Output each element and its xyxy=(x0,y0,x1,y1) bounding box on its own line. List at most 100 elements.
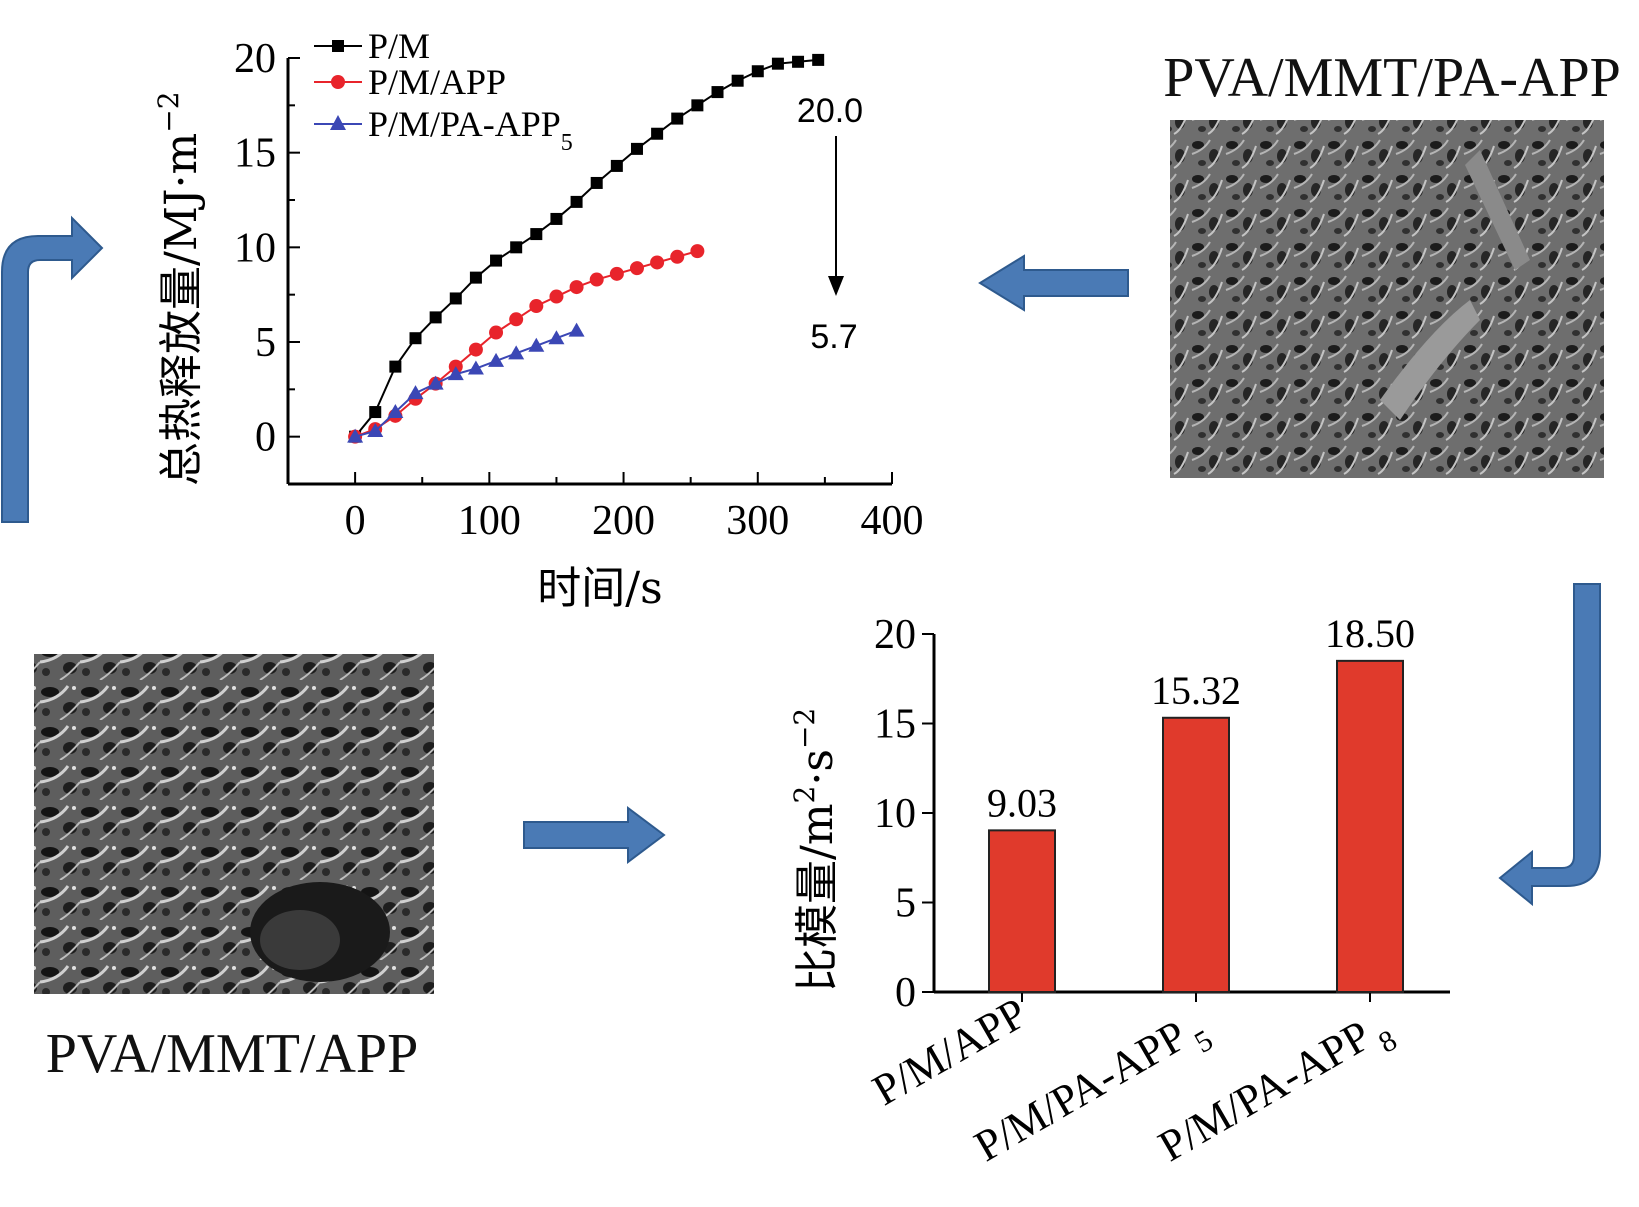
data-point-circle xyxy=(509,312,524,327)
data-point-square xyxy=(449,292,462,305)
legend-label-pm-pa-app5: P/M/PA-APP5 xyxy=(368,104,573,156)
bar-chart-ytick-label: 20 xyxy=(874,612,916,658)
annotation-value-top: 20.0 xyxy=(797,92,863,130)
bar-chart-category-labels: P/M/APP P/M/PA-APP5 P/M/PA-APP8 xyxy=(864,988,1402,1180)
data-point-circle xyxy=(589,272,604,287)
line-chart-ytick-label: 0 xyxy=(255,415,276,461)
line-chart-series xyxy=(347,53,825,444)
category-label-3: P/M/PA-APP8 xyxy=(1150,1000,1402,1180)
line-chart-ytick-label: 15 xyxy=(234,131,276,177)
bar-1 xyxy=(988,829,1056,993)
data-point-square xyxy=(409,332,422,345)
data-point-triangle xyxy=(528,337,545,352)
flow-arrow-right-down xyxy=(1498,583,1601,907)
data-point-circle xyxy=(529,299,544,314)
legend-marker-pm-app xyxy=(331,75,345,89)
data-point-circle xyxy=(468,342,483,357)
line-chart-legend: P/M P/M/APP P/M/PA-APP5 xyxy=(314,26,573,156)
data-point-square xyxy=(389,360,402,373)
bar-2 xyxy=(1162,716,1230,993)
data-point-square xyxy=(711,86,724,99)
data-point-triangle xyxy=(568,322,585,337)
data-point-square xyxy=(671,112,684,125)
line-chart-xtick-label: 400 xyxy=(861,498,924,544)
data-point-circle xyxy=(670,249,685,264)
line-chart-xtick-label: 300 xyxy=(726,498,789,544)
data-point-square xyxy=(550,212,563,225)
data-point-square xyxy=(570,195,583,208)
data-point-triangle xyxy=(347,428,364,443)
data-point-triangle xyxy=(548,330,565,345)
annotation-value-bottom: 5.7 xyxy=(810,318,857,356)
data-point-triangle xyxy=(467,360,484,375)
data-point-square xyxy=(630,142,643,155)
bar-value-label-2: 15.32 xyxy=(1151,668,1241,713)
data-point-square xyxy=(751,65,764,78)
annotation-arrow-head xyxy=(828,276,844,296)
data-point-circle xyxy=(489,325,504,340)
data-point-circle xyxy=(650,255,665,270)
line-chart-xtick-label: 0 xyxy=(345,498,366,544)
line-chart-ytick-label: 5 xyxy=(255,320,276,366)
data-point-square xyxy=(792,55,805,68)
series-line-2 xyxy=(354,250,698,438)
data-point-square xyxy=(771,57,784,70)
data-point-circle xyxy=(549,289,564,304)
category-label-1: P/M/APP xyxy=(864,988,1035,1115)
bar-chart-ylabel: 比模量/m2·s−2 xyxy=(788,708,843,992)
data-point-square xyxy=(490,254,503,267)
sem-image-bottom-left xyxy=(34,654,434,994)
data-point-square xyxy=(530,228,543,241)
data-point-square xyxy=(691,99,704,112)
data-point-circle xyxy=(609,266,624,281)
line-chart-xtick-label: 100 xyxy=(458,498,521,544)
data-point-square xyxy=(469,271,482,284)
data-point-triangle xyxy=(407,385,424,400)
flow-arrow-right xyxy=(523,806,666,864)
data-point-triangle xyxy=(508,345,525,360)
bar-3 xyxy=(1336,659,1404,993)
bar-value-label-1: 9.03 xyxy=(987,780,1057,825)
data-point-circle xyxy=(690,244,705,259)
specific-modulus-chart: 0 5 10 15 20 9.03 15.32 18.50 比模量/m2·s−2 P/M/A… xyxy=(788,611,1450,1180)
sem-image-top-right xyxy=(1170,120,1604,478)
data-point-square xyxy=(510,241,523,254)
bar-chart-ytick-label: 10 xyxy=(874,791,916,837)
line-chart-xtick-label: 200 xyxy=(592,498,655,544)
data-point-triangle xyxy=(488,352,505,367)
caption-pva-mmt-app: PVA/MMT/APP xyxy=(46,1023,418,1085)
data-point-square xyxy=(812,53,825,66)
line-chart-ylabel: 总热释放量/MJ·m−2 xyxy=(152,91,207,486)
data-point-square xyxy=(610,159,623,172)
data-point-circle xyxy=(569,280,584,295)
legend-marker-pm-pa-app5 xyxy=(330,115,346,130)
bar-value-label-3: 18.50 xyxy=(1325,611,1415,656)
data-point-square xyxy=(429,311,442,324)
data-point-square xyxy=(651,127,664,140)
data-point-triangle xyxy=(387,404,404,419)
legend-label-pm-app: P/M/APP xyxy=(368,62,506,102)
data-point-triangle xyxy=(367,422,384,437)
caption-pva-mmt-pa-app: PVA/MMT/PA-APP xyxy=(1163,47,1621,109)
bar-chart-bars: 9.03 15.32 18.50 xyxy=(987,611,1415,993)
bar-chart-ytick-label: 15 xyxy=(874,702,916,748)
bar-chart-ytick-label: 5 xyxy=(895,881,916,927)
data-point-triangle xyxy=(447,366,464,381)
data-point-triangle xyxy=(427,375,444,390)
data-point-square xyxy=(590,176,603,189)
line-chart-ytick-label: 20 xyxy=(234,36,276,82)
flow-arrow-left-up xyxy=(1,215,104,523)
data-point-square xyxy=(731,74,744,87)
data-point-square xyxy=(369,406,382,419)
legend-label-pm: P/M xyxy=(368,26,430,66)
legend-marker-pm xyxy=(332,40,344,52)
data-point-circle xyxy=(629,261,644,276)
flow-arrow-left xyxy=(978,254,1129,312)
line-chart-axes xyxy=(286,57,893,486)
line-chart-xlabel: 时间/s xyxy=(537,563,662,614)
bar-chart-ytick-label: 0 xyxy=(895,970,916,1016)
line-chart-ytick-label: 10 xyxy=(234,225,276,271)
